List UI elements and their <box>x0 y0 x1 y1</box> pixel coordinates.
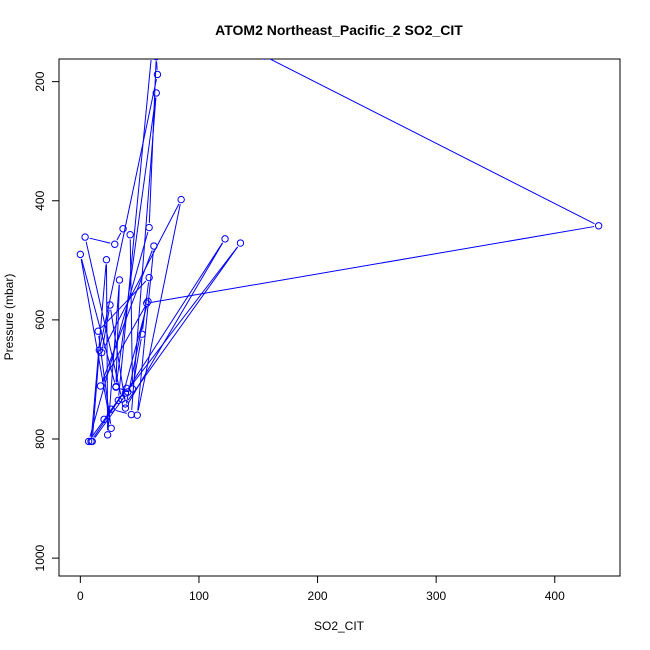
plot-frame <box>58 58 621 577</box>
series-line-segment <box>81 258 116 383</box>
series-line-segment <box>148 61 157 223</box>
data-point <box>126 231 134 239</box>
series-line-segment <box>98 335 112 424</box>
x-tick-label: 200 <box>308 589 328 603</box>
data-point <box>152 89 160 97</box>
y-tick-label: 200 <box>33 71 47 91</box>
x-tick-label: 400 <box>545 589 565 603</box>
y-axis-label: Pressure (mbar) <box>2 274 16 361</box>
y-tick-label: 1000 <box>33 544 47 571</box>
series-line-segment <box>116 97 157 383</box>
series-line-segment <box>85 241 122 395</box>
data-point <box>121 400 130 408</box>
data-point <box>236 239 245 247</box>
series-line-segment <box>89 231 149 438</box>
series-line-segment <box>116 232 122 241</box>
series-line-segment <box>89 237 111 244</box>
series-line-segment <box>115 409 127 414</box>
x-tick-label: 0 <box>77 589 84 603</box>
data-point <box>88 437 96 446</box>
data-point <box>127 410 136 419</box>
data-point <box>150 59 153 60</box>
data-point <box>177 195 185 204</box>
data-point <box>106 301 114 309</box>
data-point <box>145 273 153 282</box>
data-point <box>76 250 85 259</box>
data-point <box>261 59 267 60</box>
data-point <box>221 235 229 243</box>
x-tick-label: 100 <box>189 589 209 603</box>
x-axis-label: SO2_CIT <box>314 619 365 633</box>
x-axis: 0 100 200 300 400 <box>77 576 565 603</box>
data-point <box>145 223 153 232</box>
data-point <box>84 437 93 446</box>
data-point <box>144 297 152 306</box>
series-line-segment <box>268 59 595 225</box>
data-point <box>96 382 105 390</box>
data-point <box>138 330 146 338</box>
data-point <box>128 385 137 393</box>
data-point <box>97 348 106 357</box>
x-tick-label: 300 <box>426 589 446 603</box>
data-point <box>81 233 89 241</box>
data-point <box>143 299 151 307</box>
data-point <box>111 240 119 248</box>
data-point <box>102 256 111 264</box>
series-line-segment <box>151 226 595 303</box>
series-line-segment <box>118 60 152 396</box>
data-point <box>107 424 115 432</box>
series-line-segment <box>101 280 147 329</box>
data-point <box>122 384 131 393</box>
series-line-segment <box>80 258 111 424</box>
data-point <box>114 396 123 404</box>
series-line-segment <box>131 97 157 410</box>
series-line-segment <box>127 242 224 405</box>
y-tick-label: 800 <box>33 429 47 449</box>
series-line-segment <box>137 204 181 411</box>
y-tick-label: 600 <box>33 310 47 330</box>
series-line-segment <box>127 242 223 390</box>
series-line-segment <box>127 246 239 390</box>
series-line-segment <box>129 239 133 385</box>
data-point <box>94 327 102 335</box>
data-point <box>594 222 603 230</box>
series-line-segment <box>122 305 148 395</box>
data-point <box>124 388 132 396</box>
data-point <box>121 404 130 412</box>
data-point <box>133 411 141 419</box>
series-line-segment <box>137 250 154 411</box>
data-point <box>100 415 108 424</box>
series-line-segment <box>120 388 124 391</box>
data-point <box>115 276 124 284</box>
series-line-segment <box>101 250 153 382</box>
chart-title: ATOM2 Northeast_Pacific_2 SO2_CIT <box>215 22 463 38</box>
data-point <box>150 242 158 250</box>
data-point <box>118 395 126 403</box>
data-point <box>153 70 162 79</box>
series-line-segment <box>127 246 239 401</box>
series-line-segment <box>156 61 158 70</box>
data-point <box>95 346 104 354</box>
series-line-segment <box>105 264 109 431</box>
y-tick-label: 400 <box>33 190 47 210</box>
data-point <box>153 59 160 61</box>
series-line-segment <box>99 78 157 346</box>
series-line-segment <box>115 284 120 382</box>
y-axis: 200 400 600 800 1000 <box>33 71 59 571</box>
data-point <box>119 225 127 233</box>
plot-area <box>76 59 603 446</box>
data-point <box>103 431 112 439</box>
data-point <box>107 405 115 413</box>
series-line-segment <box>90 403 116 438</box>
data-point <box>112 382 120 391</box>
